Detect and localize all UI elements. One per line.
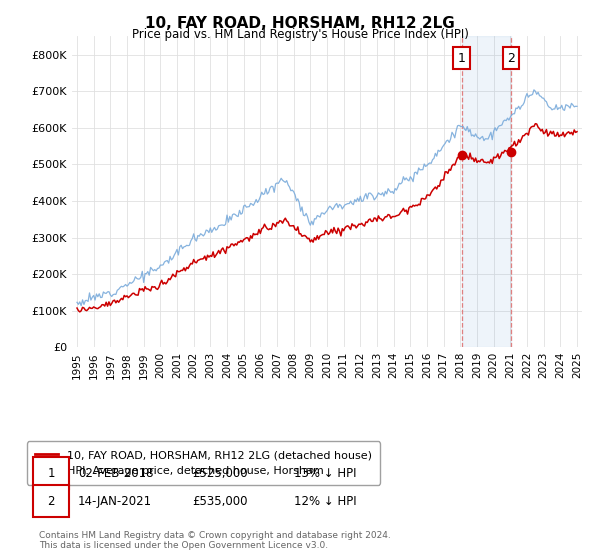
Text: £525,000: £525,000: [192, 466, 248, 480]
Text: Contains HM Land Registry data © Crown copyright and database right 2024.
This d: Contains HM Land Registry data © Crown c…: [39, 530, 391, 550]
Text: 14-JAN-2021: 14-JAN-2021: [78, 494, 152, 508]
Bar: [461, 36, 511, 347]
Text: 02-FEB-2018: 02-FEB-2018: [78, 466, 154, 480]
Text: 10, FAY ROAD, HORSHAM, RH12 2LG: 10, FAY ROAD, HORSHAM, RH12 2LG: [145, 16, 455, 31]
Text: 2: 2: [507, 52, 515, 64]
Text: Price paid vs. HM Land Registry's House Price Index (HPI): Price paid vs. HM Land Registry's House …: [131, 28, 469, 41]
Text: 1: 1: [47, 466, 55, 480]
Text: 1: 1: [458, 52, 466, 64]
Legend: 10, FAY ROAD, HORSHAM, RH12 2LG (detached house), HPI: Average price, detached h: 10, FAY ROAD, HORSHAM, RH12 2LG (detache…: [26, 441, 380, 484]
Text: 13% ↓ HPI: 13% ↓ HPI: [294, 466, 356, 480]
Text: 12% ↓ HPI: 12% ↓ HPI: [294, 494, 356, 508]
Text: 2: 2: [47, 494, 55, 508]
Text: £535,000: £535,000: [192, 494, 248, 508]
